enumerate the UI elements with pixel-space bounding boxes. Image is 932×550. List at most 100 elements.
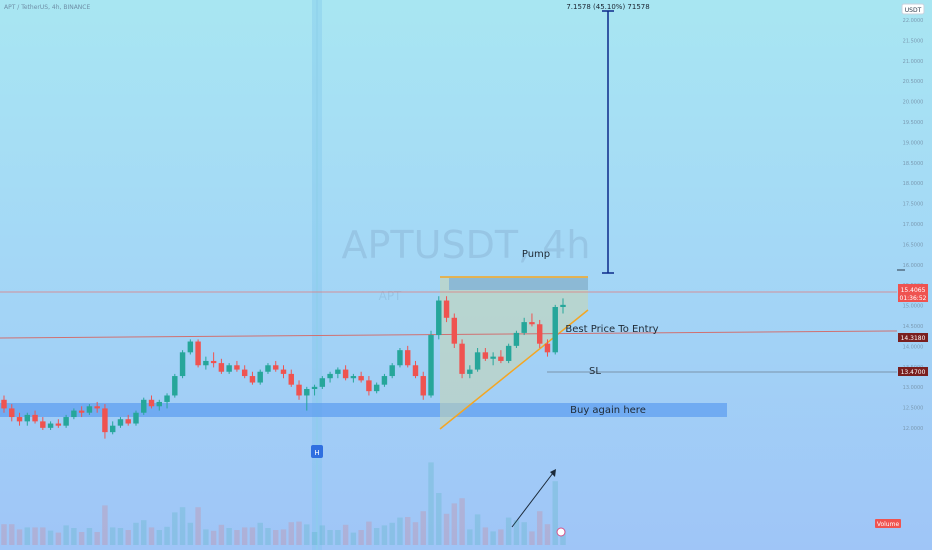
candle[interactable] bbox=[40, 421, 46, 428]
candle[interactable] bbox=[47, 423, 54, 428]
candle[interactable] bbox=[552, 307, 558, 353]
candle[interactable] bbox=[280, 369, 287, 374]
candle[interactable] bbox=[265, 365, 271, 372]
candle[interactable] bbox=[560, 304, 566, 307]
volume-bar bbox=[397, 517, 403, 545]
candle[interactable] bbox=[296, 384, 302, 396]
symbol-header[interactable]: APT / TetherUS, 4h, BINANCE bbox=[4, 4, 90, 11]
candle[interactable] bbox=[94, 406, 100, 409]
candle[interactable] bbox=[288, 373, 294, 385]
event-marker[interactable] bbox=[311, 445, 323, 458]
candle[interactable] bbox=[148, 399, 155, 407]
candle[interactable] bbox=[420, 376, 426, 396]
candle[interactable] bbox=[482, 352, 489, 359]
candle[interactable] bbox=[304, 389, 310, 396]
candle[interactable] bbox=[133, 412, 139, 424]
lightning-icon[interactable] bbox=[556, 527, 566, 537]
candle[interactable] bbox=[109, 425, 116, 433]
candle[interactable] bbox=[179, 352, 186, 377]
candle[interactable] bbox=[218, 363, 225, 372]
candle[interactable] bbox=[32, 414, 38, 422]
candle[interactable] bbox=[350, 376, 357, 379]
candle[interactable] bbox=[505, 345, 512, 361]
candle[interactable] bbox=[1, 399, 7, 409]
currency-button[interactable] bbox=[901, 3, 925, 15]
volume-legend-tag[interactable] bbox=[875, 519, 901, 528]
candle[interactable] bbox=[381, 376, 388, 385]
candle[interactable] bbox=[490, 356, 496, 359]
candle[interactable] bbox=[234, 365, 240, 370]
entry-price-tag bbox=[898, 333, 928, 342]
candle[interactable] bbox=[273, 365, 279, 370]
candle[interactable] bbox=[536, 324, 543, 344]
candle[interactable] bbox=[358, 376, 364, 381]
candle[interactable] bbox=[342, 369, 349, 379]
candle[interactable] bbox=[405, 350, 411, 366]
candle[interactable] bbox=[373, 384, 380, 392]
volume-bar bbox=[296, 521, 302, 545]
candle[interactable] bbox=[226, 365, 232, 372]
candle[interactable] bbox=[257, 371, 263, 383]
candle[interactable] bbox=[102, 408, 108, 433]
candle[interactable] bbox=[24, 414, 31, 422]
candle[interactable] bbox=[187, 341, 194, 353]
volume-bar bbox=[195, 507, 201, 545]
candle[interactable] bbox=[16, 417, 23, 422]
volume-bar bbox=[490, 531, 496, 545]
price-tick-label: 21.5000 bbox=[903, 38, 924, 44]
candle[interactable] bbox=[210, 360, 217, 364]
candle[interactable] bbox=[195, 341, 201, 366]
volume-bar bbox=[420, 511, 426, 545]
candle[interactable] bbox=[389, 365, 395, 377]
candle[interactable] bbox=[327, 373, 333, 379]
candle[interactable] bbox=[71, 410, 77, 418]
volume-bar bbox=[210, 530, 217, 545]
buy-again-zone[interactable] bbox=[0, 403, 727, 417]
candle[interactable] bbox=[451, 317, 458, 344]
candle[interactable] bbox=[436, 300, 442, 336]
volume-bar bbox=[428, 462, 434, 545]
candle[interactable] bbox=[156, 401, 162, 407]
entry-trendline[interactable] bbox=[0, 330, 898, 339]
candle[interactable] bbox=[141, 399, 147, 413]
volume-bar bbox=[32, 527, 38, 545]
triangle-support-line[interactable] bbox=[439, 309, 589, 430]
candle[interactable] bbox=[86, 406, 93, 413]
candle[interactable] bbox=[311, 386, 318, 389]
candle[interactable] bbox=[241, 369, 248, 377]
candle[interactable] bbox=[117, 419, 124, 426]
candle[interactable] bbox=[9, 408, 15, 418]
trend-arrow-line[interactable] bbox=[511, 472, 554, 528]
candle[interactable] bbox=[55, 423, 62, 426]
candle[interactable] bbox=[164, 395, 170, 402]
volume-bar bbox=[389, 522, 395, 545]
candle[interactable] bbox=[366, 380, 372, 392]
candle[interactable] bbox=[125, 419, 131, 424]
volume-bar bbox=[335, 530, 341, 545]
price-tick-label: 15.0000 bbox=[903, 304, 924, 310]
candle[interactable] bbox=[172, 376, 178, 396]
candle[interactable] bbox=[474, 352, 481, 370]
volume-bar bbox=[412, 522, 419, 545]
candle[interactable] bbox=[467, 369, 473, 374]
candle[interactable] bbox=[428, 335, 434, 396]
candle[interactable] bbox=[529, 322, 535, 325]
candle[interactable] bbox=[459, 343, 465, 374]
candle[interactable] bbox=[498, 356, 504, 361]
candle[interactable] bbox=[203, 360, 209, 366]
candle[interactable] bbox=[443, 300, 450, 318]
candle[interactable] bbox=[513, 332, 520, 346]
candle[interactable] bbox=[319, 378, 326, 387]
candle[interactable] bbox=[63, 417, 69, 426]
candle[interactable] bbox=[249, 376, 256, 383]
candle[interactable] bbox=[335, 369, 341, 374]
candle[interactable] bbox=[397, 350, 403, 366]
candle[interactable] bbox=[78, 410, 85, 413]
candle[interactable] bbox=[544, 343, 551, 353]
candle[interactable] bbox=[412, 365, 419, 377]
candle[interactable] bbox=[521, 322, 527, 333]
price-tick-label: 17.5000 bbox=[903, 202, 924, 208]
volume-bar bbox=[63, 525, 69, 545]
